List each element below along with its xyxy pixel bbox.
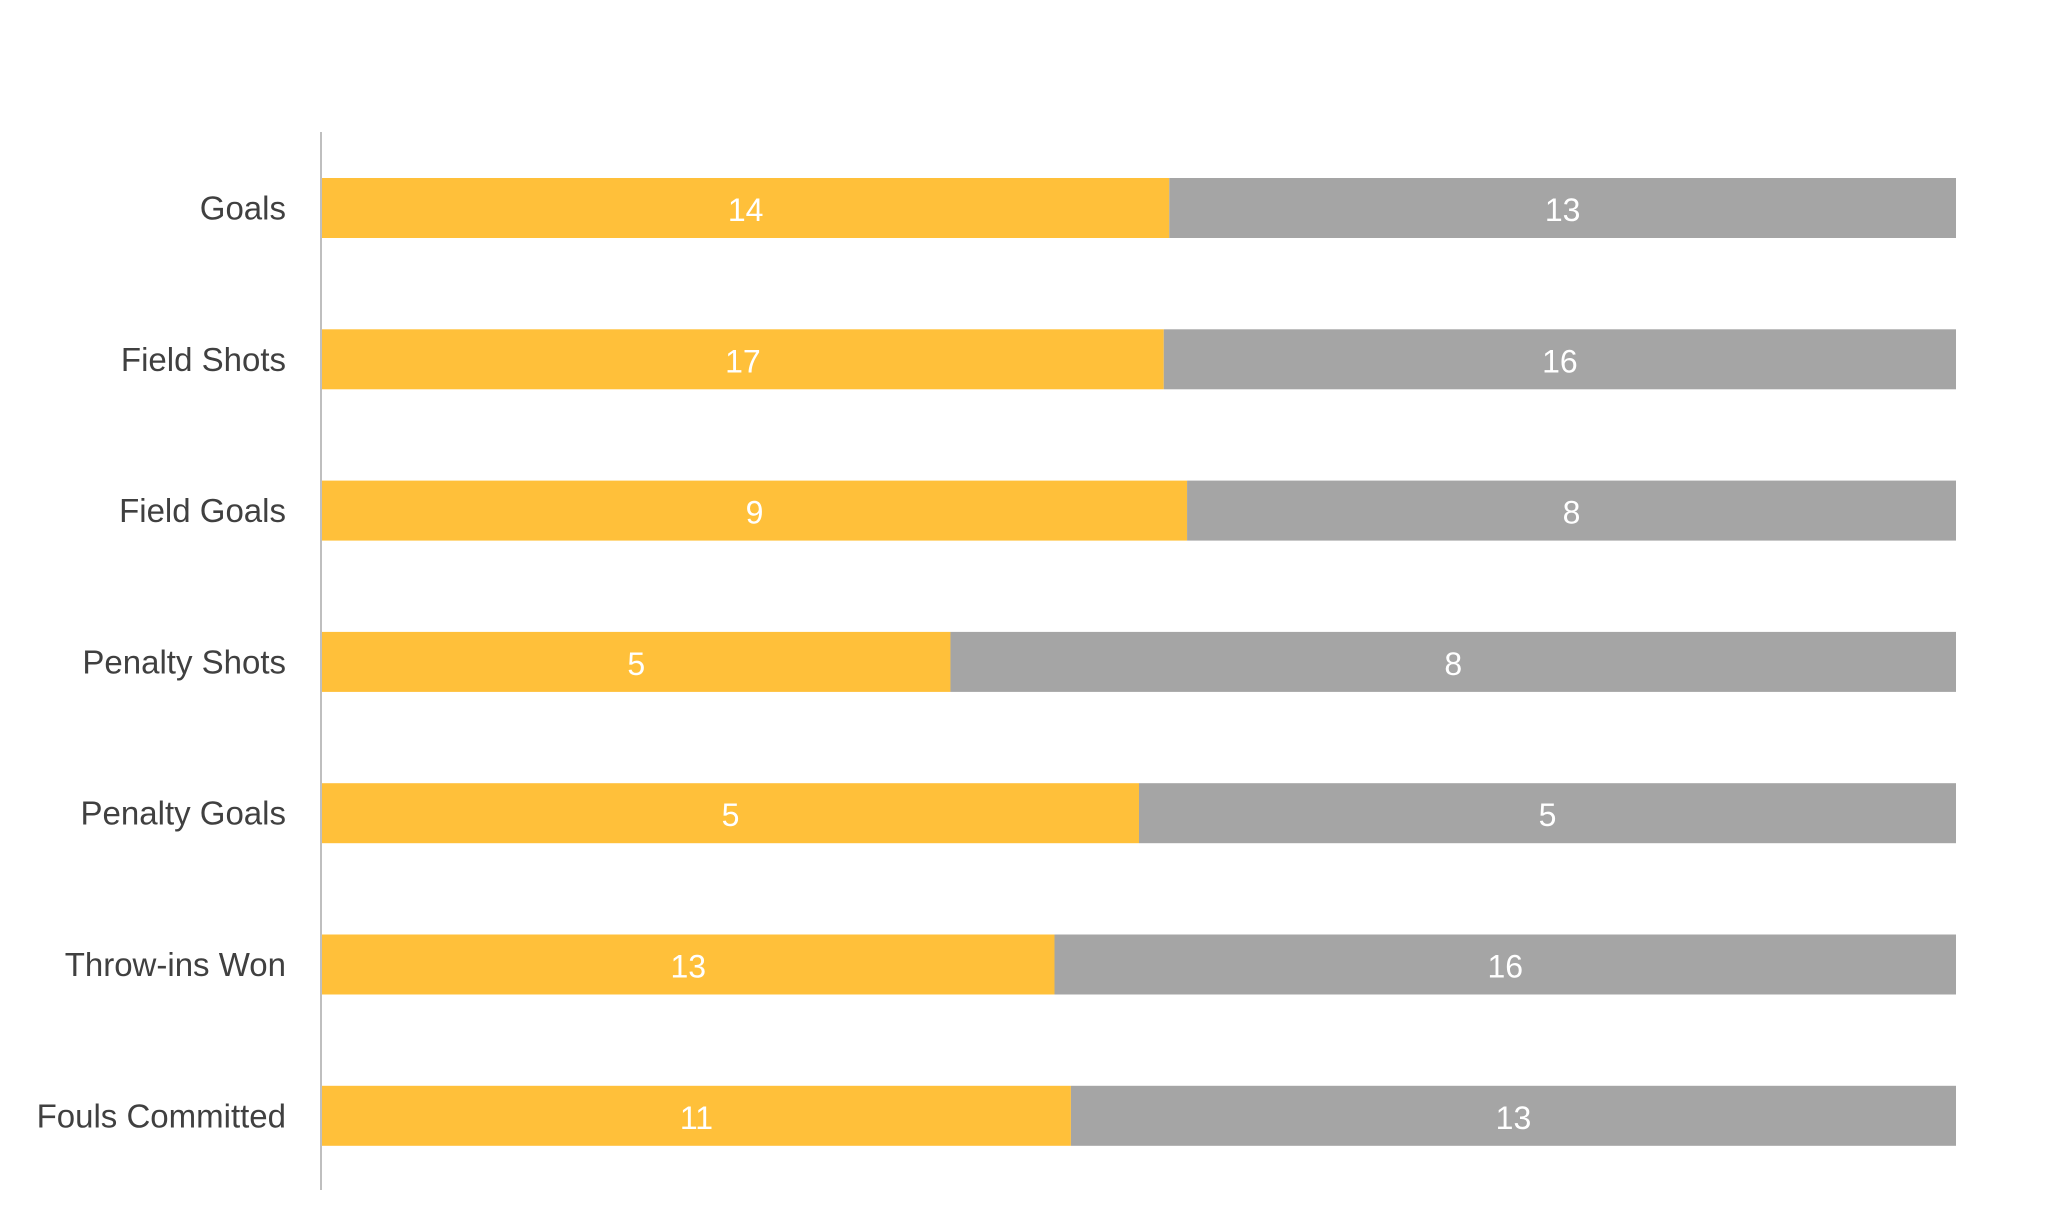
category-label: Fouls Committed bbox=[37, 1097, 286, 1134]
data-label: 11 bbox=[680, 1100, 713, 1136]
bar-segment-series-2 bbox=[1070, 1085, 1956, 1146]
data-label: 13 bbox=[1545, 192, 1581, 228]
data-label: 13 bbox=[1496, 1100, 1532, 1136]
data-label: 5 bbox=[1539, 797, 1557, 833]
bar-segment-series-1 bbox=[322, 631, 951, 692]
data-label: 9 bbox=[746, 495, 764, 531]
category-label: Goals bbox=[200, 190, 286, 227]
data-label: 16 bbox=[1542, 343, 1578, 379]
category-label: Throw-ins Won bbox=[65, 946, 286, 983]
category-label: Penalty Goals bbox=[81, 795, 286, 832]
bar-segment-series-1 bbox=[322, 1085, 1071, 1146]
data-label: 14 bbox=[728, 192, 764, 228]
bar-segment-series-2 bbox=[1169, 178, 1956, 238]
bars-layer: 14 13 17 16 9 8 5 8 5 5 13 16 11 13 bbox=[322, 178, 1956, 1146]
category-label: Penalty Shots bbox=[82, 643, 286, 680]
bar-segment-series-1 bbox=[322, 783, 1139, 844]
category-label: Field Shots bbox=[121, 341, 286, 378]
bar-segment-series-2 bbox=[1139, 783, 1956, 844]
data-label: 5 bbox=[627, 646, 645, 682]
bar-segment-series-1 bbox=[322, 178, 1170, 238]
data-label: 17 bbox=[725, 343, 761, 379]
data-label: 8 bbox=[1563, 495, 1581, 531]
bar-segment-series-1 bbox=[322, 480, 1188, 541]
data-label: 16 bbox=[1487, 949, 1523, 985]
category-label: Field Goals bbox=[119, 492, 286, 529]
bar-segment-series-2 bbox=[1187, 480, 1956, 541]
bar-segment-series-1 bbox=[322, 934, 1055, 995]
bar-segment-series-1 bbox=[322, 329, 1164, 390]
data-label: 8 bbox=[1444, 646, 1462, 682]
data-label: 13 bbox=[670, 949, 706, 985]
bar-segment-series-2 bbox=[1163, 329, 1956, 390]
category-labels: Goals Field Shots Field Goals Penalty Shots… bbox=[37, 190, 286, 1135]
data-label: 5 bbox=[722, 797, 740, 833]
bar-segment-series-2 bbox=[1054, 934, 1956, 995]
bar-segment-series-2 bbox=[950, 631, 1956, 692]
